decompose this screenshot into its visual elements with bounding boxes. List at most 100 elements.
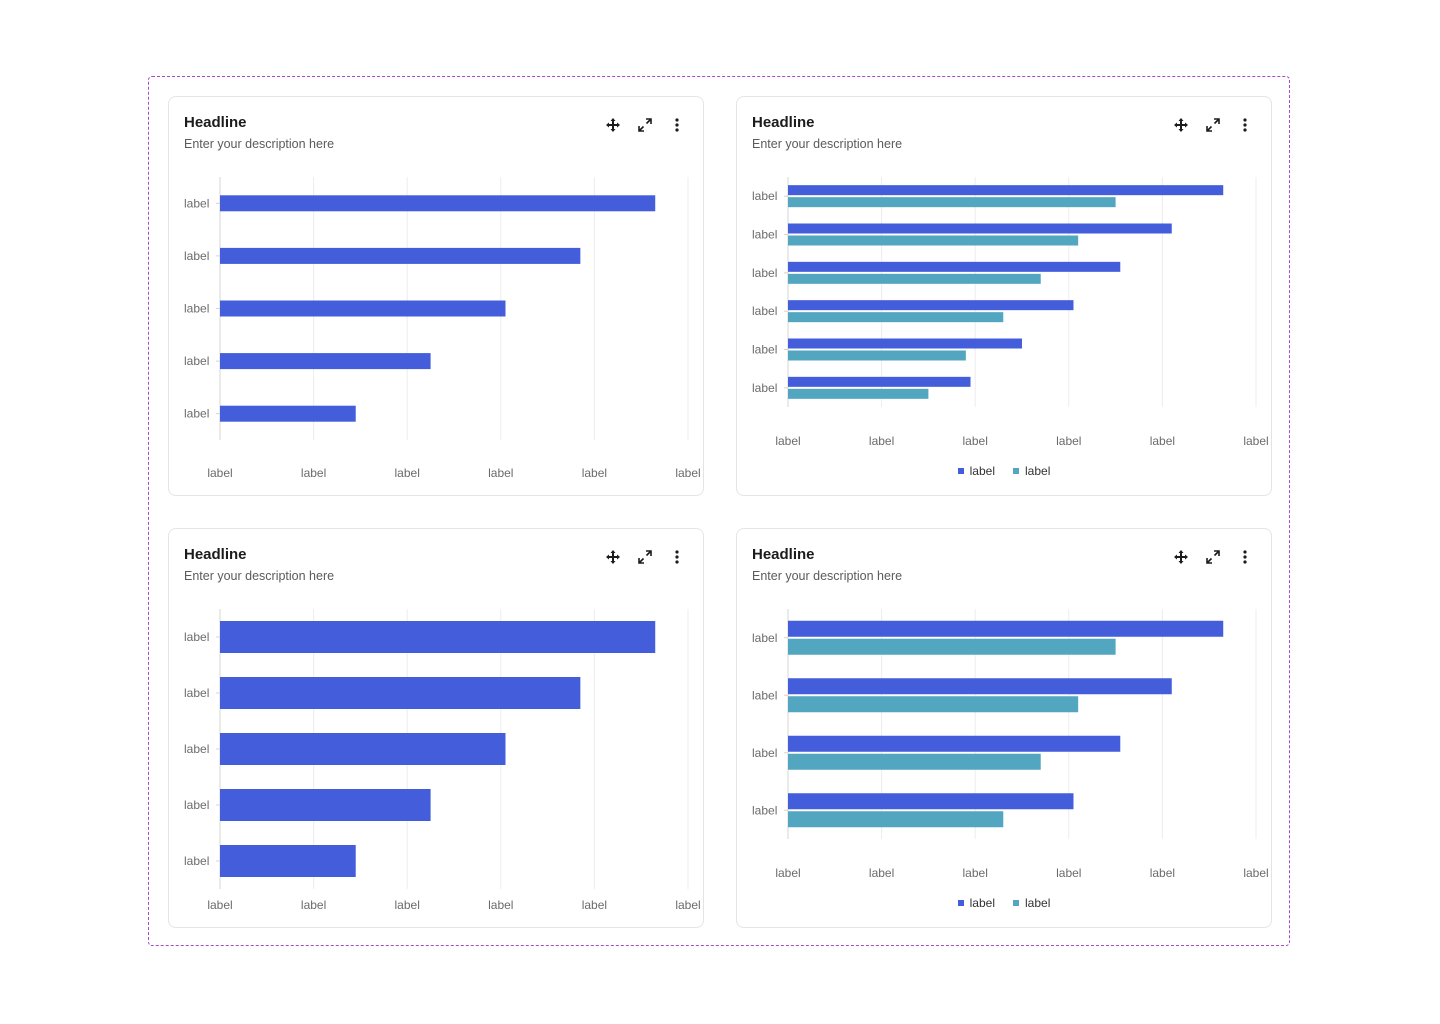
y-category-label: label (184, 854, 209, 868)
expand-icon[interactable] (637, 549, 653, 565)
bar (788, 223, 1172, 234)
more-vertical-icon[interactable] (1237, 117, 1253, 133)
x-tick-label: label (869, 866, 894, 880)
more-vertical-icon[interactable] (669, 549, 685, 565)
x-tick-label: label (775, 434, 800, 448)
card-toolbar (605, 549, 685, 565)
legend-swatch-secondary (1013, 900, 1019, 906)
more-vertical-icon[interactable] (1237, 549, 1253, 565)
card-title: Headline (752, 114, 815, 131)
bar (220, 405, 356, 422)
expand-icon[interactable] (637, 117, 653, 133)
bar (788, 185, 1224, 196)
expand-icon[interactable] (1205, 117, 1221, 133)
x-tick-label: label (675, 466, 700, 480)
x-tick-label: label (207, 466, 232, 480)
expand-icon[interactable] (1205, 549, 1221, 565)
chart-legend: label label (737, 464, 1271, 478)
x-tick-label: label (1056, 866, 1081, 880)
x-tick-label: label (1150, 866, 1175, 880)
y-category-label: label (752, 803, 777, 817)
y-category-label: label (752, 228, 777, 242)
legend-swatch-primary (957, 468, 964, 474)
bar (220, 845, 356, 877)
x-tick-label: label (963, 434, 988, 448)
chart-card-1: Headline Enter your description here lab… (168, 96, 704, 496)
bar (788, 753, 1041, 770)
dashboard-frame (148, 76, 1290, 946)
x-tick-label: label (582, 466, 607, 480)
move-icon[interactable] (1173, 117, 1189, 133)
x-tick-label: label (775, 866, 800, 880)
chart-card-2: Headline Enter your description here lab… (736, 96, 1272, 496)
legend-label: label (1025, 464, 1051, 478)
x-tick-label: label (395, 466, 420, 480)
card-toolbar (1173, 117, 1253, 133)
legend-label: label (1025, 896, 1051, 910)
legend-label: label (969, 464, 995, 478)
bar (788, 388, 929, 399)
bar (788, 273, 1041, 284)
card-title: Headline (184, 546, 247, 563)
y-category-label: label (184, 686, 209, 700)
card-title: Headline (752, 546, 815, 563)
card-description: Enter your description here (752, 137, 903, 151)
chart-card-3: Headline Enter your description here lab… (168, 528, 704, 928)
x-tick-label: label (675, 898, 700, 912)
bar (220, 353, 431, 370)
bar (220, 195, 656, 212)
y-category-label: label (184, 302, 209, 316)
chart-card-4: Headline Enter your description here lab… (736, 528, 1272, 928)
card-description: Enter your description here (184, 137, 335, 151)
legend-item[interactable]: label (957, 464, 995, 478)
legend-item[interactable]: label (1013, 896, 1050, 910)
x-tick-label: label (582, 898, 607, 912)
y-category-label: label (184, 249, 209, 263)
bar (788, 261, 1121, 272)
move-icon[interactable] (605, 117, 621, 133)
card-toolbar (1173, 549, 1253, 565)
y-category-label: label (752, 343, 777, 357)
y-category-label: label (184, 798, 209, 812)
x-tick-label: label (1056, 434, 1081, 448)
y-category-label: label (752, 304, 777, 318)
bar (788, 350, 966, 361)
bar (788, 811, 1004, 828)
y-category-label: label (184, 196, 209, 210)
x-tick-label: label (488, 466, 513, 480)
bar (788, 696, 1079, 713)
legend-item[interactable]: label (1013, 464, 1050, 478)
more-vertical-icon[interactable] (669, 117, 685, 133)
bar (220, 247, 581, 264)
y-category-label: label (184, 742, 209, 756)
bar (220, 733, 506, 765)
legend-swatch-secondary (1013, 468, 1019, 474)
bar (788, 678, 1172, 695)
card-description: Enter your description here (752, 569, 903, 583)
x-tick-label: label (207, 898, 232, 912)
bar (220, 789, 431, 821)
x-tick-label: label (301, 898, 326, 912)
y-category-label: label (752, 381, 777, 395)
y-category-label: label (752, 631, 777, 645)
legend-item[interactable]: label (957, 896, 995, 910)
legend-label: label (969, 896, 995, 910)
x-tick-label: label (488, 898, 513, 912)
bar-chart: label label label label label label label label… (184, 609, 701, 912)
y-category-label: label (184, 630, 209, 644)
bar (788, 300, 1074, 311)
bar (788, 338, 1022, 349)
y-category-label: label (752, 189, 777, 203)
card-title: Headline (184, 114, 247, 131)
chart-legend: label label (737, 896, 1271, 910)
bar (788, 735, 1121, 752)
bar (788, 620, 1224, 637)
x-tick-label: label (395, 898, 420, 912)
bar (220, 621, 656, 653)
bar-chart: label label label label label label label label… (184, 177, 701, 480)
move-icon[interactable] (1173, 549, 1189, 565)
y-category-label: label (752, 746, 777, 760)
card-toolbar (605, 117, 685, 133)
move-icon[interactable] (605, 549, 621, 565)
x-tick-label: label (1243, 866, 1268, 880)
